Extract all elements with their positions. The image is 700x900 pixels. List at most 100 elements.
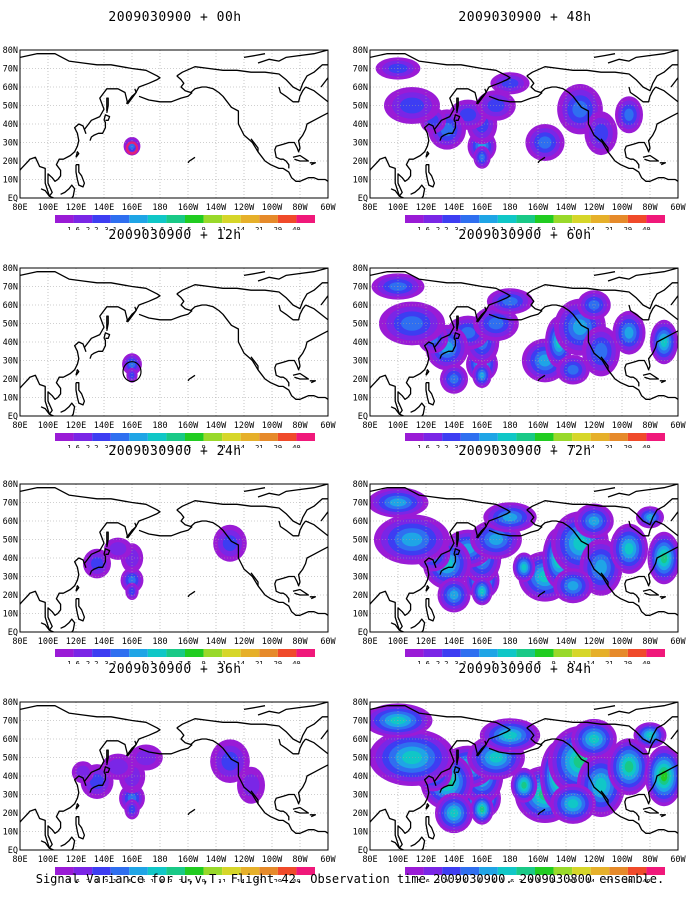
colorbar-label: 5.1 xyxy=(142,878,155,882)
lat-tick-label: EQ xyxy=(8,628,18,638)
lon-tick-label: 100E xyxy=(38,637,58,647)
lat-tick-label: 50N xyxy=(3,102,18,112)
lat-tick-label: 60N xyxy=(353,83,368,93)
colorbar-label: 14 xyxy=(586,226,594,230)
colorbar-swatch xyxy=(240,867,260,875)
lat-tick-label: 30N xyxy=(353,139,368,149)
colorbar-label: 4 xyxy=(127,444,131,448)
lon-tick-label: 180 xyxy=(502,855,517,865)
colorbar-swatch xyxy=(460,433,480,441)
lat-tick-label: 40N xyxy=(353,554,368,564)
colorbar-label: 21 xyxy=(605,226,613,230)
colorbar-label: 3.1 xyxy=(104,226,117,230)
lat-tick-label: 60N xyxy=(3,301,18,311)
map-plot: EQ 10N 20N 30N 40N 50N 60N 70N 80N 80E 100E 120E 140… xyxy=(353,480,687,664)
lon-tick-label: 100E xyxy=(38,855,58,865)
colorbar-swatch xyxy=(423,649,443,657)
colorbar-swatch xyxy=(259,649,278,657)
colorbar-label: 29 xyxy=(274,878,282,882)
colorbar-swatch xyxy=(535,215,554,223)
colorbar-swatch xyxy=(203,867,223,875)
lon-tick-label: 100W xyxy=(612,421,633,431)
lon-tick-label: 160E xyxy=(122,637,142,647)
lon-tick-label: 140E xyxy=(444,421,464,431)
lon-tick-label: 80E xyxy=(362,203,377,213)
colorbar-swatch xyxy=(92,867,111,875)
colorbar-label: 29 xyxy=(274,444,282,448)
colorbar-swatch xyxy=(405,649,424,657)
graticule xyxy=(20,702,328,850)
colorbar-swatch xyxy=(147,433,167,441)
colorbar-label: 3.1 xyxy=(454,660,467,664)
colorbar-label: 11 xyxy=(218,444,226,448)
lat-tick-label: 20N xyxy=(3,157,18,167)
colorbar-label: 21 xyxy=(255,226,263,230)
lon-tick-label: 120W xyxy=(584,855,605,865)
colorbar-label: 6.3 xyxy=(160,878,173,882)
lat-tick-label: 60N xyxy=(353,735,368,745)
lon-tick-label: 140E xyxy=(94,421,114,431)
colorbar-swatch xyxy=(405,215,424,223)
lon-tick-label: 100W xyxy=(612,203,633,213)
lon-tick-label: 100E xyxy=(388,855,408,865)
colorbar-swatch xyxy=(405,867,424,875)
lat-tick-label: 20N xyxy=(3,809,18,819)
lon-tick-label: 100E xyxy=(388,637,408,647)
lon-tick-label: 60W xyxy=(670,421,686,431)
lat-tick-label: 70N xyxy=(353,717,368,727)
colorbar-label: 7.5 xyxy=(529,226,542,230)
colorbar-label: 40 xyxy=(642,878,650,882)
colorbar-label: 7.5 xyxy=(179,878,192,882)
lon-tick-label: 140W xyxy=(206,637,227,647)
colorbar-label: 40 xyxy=(292,660,300,664)
contour xyxy=(122,361,142,383)
forecast-panel: 2009030900 + 72h EQ 10N 20N 30N 40N 50N 60N 70N 8… xyxy=(350,444,700,664)
lon-tick-label: 140W xyxy=(206,855,227,865)
colorbar-label: 11 xyxy=(568,878,576,882)
lat-tick-label: 10N xyxy=(353,176,368,186)
colorbar-swatch xyxy=(535,867,554,875)
colorbar-swatch xyxy=(460,867,480,875)
lon-tick-label: 140W xyxy=(206,421,227,431)
map-frame xyxy=(369,483,679,633)
lat-tick-label: 30N xyxy=(3,139,18,149)
lat-tick-label: 80N xyxy=(3,264,18,274)
colorbar-label: 2.2 xyxy=(436,878,449,882)
lat-tick-label: 50N xyxy=(3,536,18,546)
colorbar-label: 5.1 xyxy=(142,660,155,664)
colorbar-label: 11 xyxy=(568,226,576,230)
colorbar-swatch xyxy=(92,433,111,441)
colorbar-label: 2.2 xyxy=(86,878,99,882)
colorbar-label: 9 xyxy=(201,226,205,230)
lon-tick-label: 160W xyxy=(528,637,549,647)
colorbar-label: 2.2 xyxy=(436,226,449,230)
lat-tick-label: 80N xyxy=(3,46,18,56)
colorbar-swatch xyxy=(129,867,148,875)
colorbar-swatch xyxy=(110,867,130,875)
forecast-panel: 2009030900 + 84h EQ 10N 20N 30N 40N 50N 60N 70N 8… xyxy=(350,662,700,882)
lon-tick-label: 120E xyxy=(416,637,436,647)
lon-tick-label: 80E xyxy=(362,637,377,647)
lon-tick-label: 140E xyxy=(444,855,464,865)
colorbar-swatch xyxy=(572,867,591,875)
coastlines xyxy=(370,268,678,416)
lat-tick-label: EQ xyxy=(358,194,368,204)
lon-tick-label: 160W xyxy=(528,855,549,865)
lon-tick-label: 100E xyxy=(38,203,58,213)
colorbar-swatch xyxy=(277,649,297,657)
map-plot: EQ 10N 20N 30N 40N 50N 60N 70N 80N 80E 100E 120E 140… xyxy=(3,480,337,664)
colorbar-label: 21 xyxy=(255,660,263,664)
colorbar-label: 21 xyxy=(605,444,613,448)
colorbar-swatch xyxy=(609,867,628,875)
lon-tick-label: 60W xyxy=(670,637,686,647)
lon-tick-label: 120E xyxy=(66,637,86,647)
lat-tick-label: 20N xyxy=(353,157,368,167)
lat-tick-label: 30N xyxy=(353,573,368,583)
colorbar-label: 40 xyxy=(292,444,300,448)
lat-tick-label: 70N xyxy=(353,499,368,509)
map-frame xyxy=(369,267,679,417)
colorbar-label: 11 xyxy=(568,660,576,664)
lon-tick-label: 60W xyxy=(670,203,686,213)
colorbar-swatch xyxy=(553,649,573,657)
colorbar-label: 3.1 xyxy=(454,878,467,882)
